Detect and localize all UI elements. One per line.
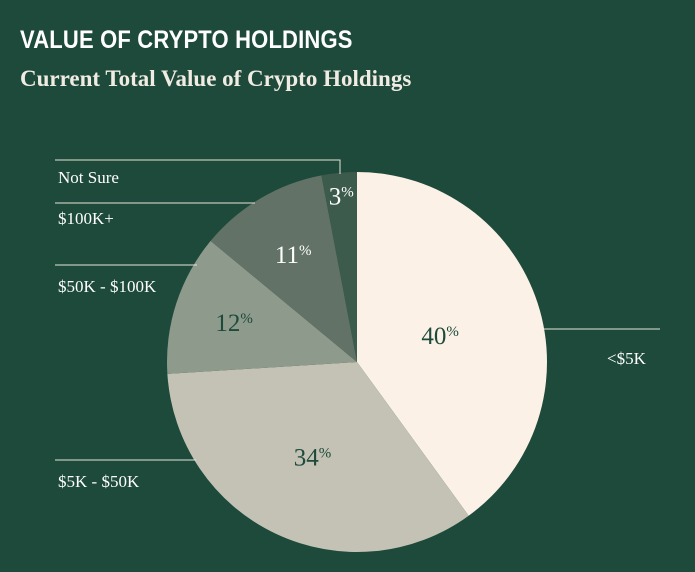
pie-value-label-100k: 11%	[275, 242, 312, 269]
category-label-5k: <$5K	[607, 349, 647, 368]
pie-value-label-5k-50k: 34%	[294, 445, 332, 472]
category-label-100k: $100K+	[58, 209, 114, 228]
chart-title: VALUE OF CRYPTO HOLDINGS	[20, 26, 353, 54]
pie-value-label-not-sure: 3%	[329, 184, 354, 211]
pie-slice-100k	[210, 175, 357, 362]
chart-subtitle: Current Total Value of Crypto Holdings	[20, 66, 412, 91]
category-label-5k-50k: $5K - $50K	[58, 472, 140, 491]
pie-value-label-5k: 40%	[421, 323, 459, 350]
category-label-50k-100k: $50K - $100K	[58, 277, 157, 296]
category-label-not-sure: Not Sure	[58, 168, 119, 187]
pie-slice-50k-100k	[167, 240, 357, 374]
pie-slice-5k	[357, 172, 548, 516]
leader-line-not-sure	[55, 159, 341, 174]
pie-slice-not-sure	[321, 172, 357, 362]
pie-value-label-50k-100k: 12%	[215, 310, 253, 337]
pie-slice-5k-50k	[167, 362, 469, 553]
